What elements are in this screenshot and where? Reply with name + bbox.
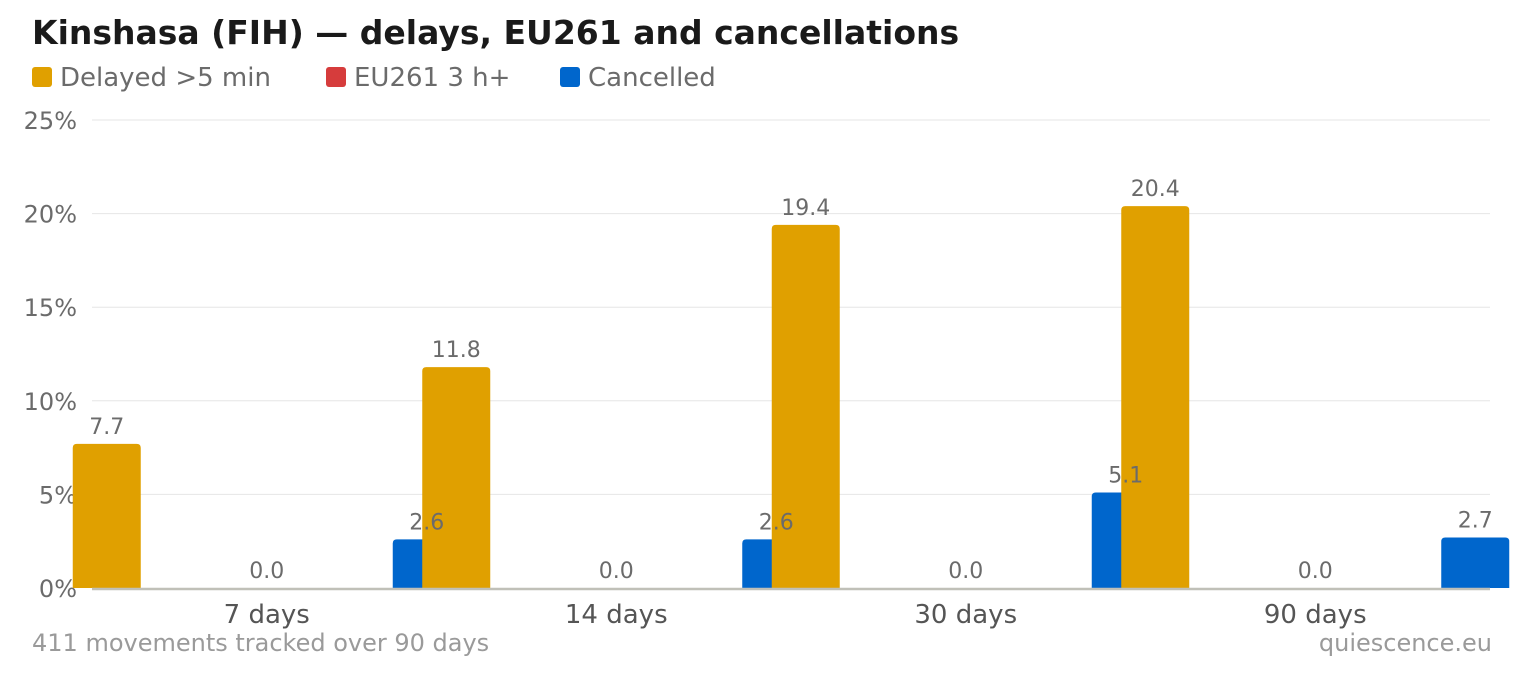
chart-title: Kinshasa (FIH) — delays, EU261 and cance… [32, 13, 959, 52]
y-tick-label-4: 20% [24, 201, 77, 229]
x-tick-label-2: 30 days [914, 600, 1017, 630]
x-tick-label-3: 90 days [1264, 600, 1367, 630]
footer-note: 411 movements tracked over 90 days [32, 629, 489, 657]
data-label-2-3: 2.7 [1458, 508, 1493, 533]
bar-0-1 [422, 367, 491, 588]
bar-2-3 [1441, 537, 1510, 588]
data-label-1-3: 0.0 [1298, 559, 1333, 584]
data-label-2-2: 5.1 [1108, 464, 1143, 489]
data-label-0-3: 20.4 [1131, 177, 1180, 202]
legend-swatch-2 [560, 67, 580, 87]
x-tick-label-1: 14 days [565, 600, 668, 630]
bars [72, 206, 1510, 588]
data-label-1-1: 0.0 [599, 559, 634, 584]
y-tick-label-5: 25% [24, 107, 77, 135]
x-tick-label-0: 7 days [224, 600, 310, 630]
y-tick-label-2: 10% [24, 388, 77, 416]
legend-swatch-1 [326, 67, 346, 87]
legend-label-1: EU261 3 h+ [354, 63, 510, 93]
bar-0-3 [1121, 206, 1190, 588]
data-label-0-2: 19.4 [781, 196, 830, 221]
legend-label-2: Cancelled [588, 63, 716, 93]
x-axis: 7 days 14 days 30 days 90 days [224, 600, 1367, 630]
data-label-2-1: 2.6 [759, 510, 794, 535]
legend-label-0: Delayed >5 min [60, 63, 271, 93]
data-label-0-0: 7.7 [89, 415, 124, 440]
y-axis: 0% 5% 10% 15% 20% 25% [24, 107, 77, 603]
y-tick-label-1: 5% [39, 481, 77, 509]
footer-source: quiescence.eu [1319, 629, 1492, 657]
legend: Delayed >5 min EU261 3 h+ Cancelled [32, 63, 716, 93]
data-label-2-0: 2.6 [409, 510, 444, 535]
data-label-1-0: 0.0 [249, 559, 284, 584]
data-labels: 7.7 0.0 2.6 11.8 0.0 2.6 19.4 0.0 5.1 20.4 0.0 2.7 [89, 177, 1493, 584]
y-tick-label-3: 15% [24, 294, 77, 322]
data-label-1-2: 0.0 [948, 559, 983, 584]
data-label-0-1: 11.8 [432, 338, 481, 363]
bar-0-2 [771, 224, 840, 588]
y-tick-label-0: 0% [39, 575, 77, 603]
bar-0-0 [72, 443, 141, 588]
legend-swatch-0 [32, 67, 52, 87]
